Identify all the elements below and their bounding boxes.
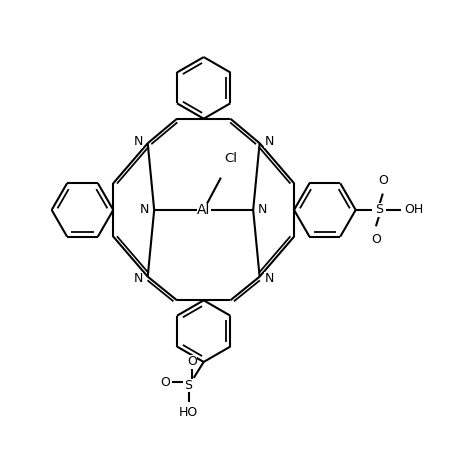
Text: Al: Al: [197, 203, 210, 217]
Text: O: O: [378, 174, 388, 187]
Text: O: O: [160, 376, 170, 389]
Text: S: S: [185, 379, 193, 392]
Text: N: N: [134, 135, 143, 148]
Text: O: O: [187, 356, 197, 369]
Text: Cl: Cl: [224, 152, 237, 165]
Text: OH: OH: [404, 203, 423, 216]
Text: N: N: [140, 203, 149, 216]
Text: N: N: [264, 272, 274, 285]
Text: S: S: [375, 203, 383, 216]
Text: N: N: [258, 203, 267, 216]
Text: HO: HO: [179, 406, 198, 419]
Text: O: O: [371, 233, 381, 246]
Text: N: N: [134, 272, 143, 285]
Text: N: N: [264, 135, 274, 148]
